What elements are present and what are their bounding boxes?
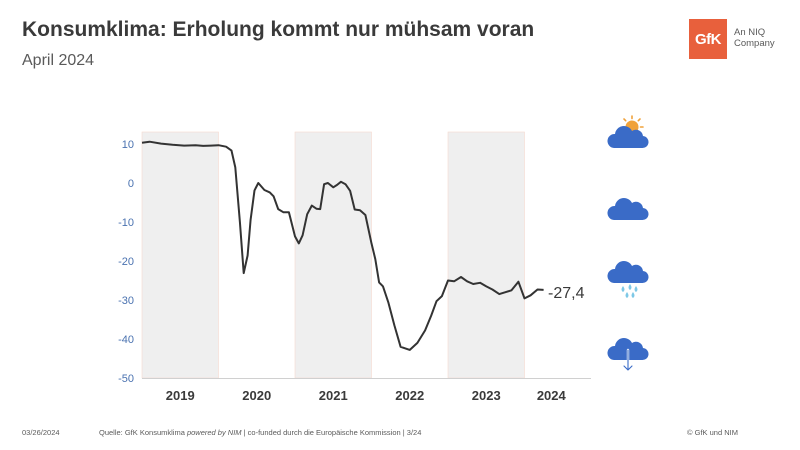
footer-date: 03/26/2024	[22, 428, 60, 437]
y-tick-label: -10	[118, 217, 134, 229]
rain-cloud-icon	[607, 261, 649, 298]
logo-mark: GfK	[695, 30, 722, 48]
y-tick-label: -30	[118, 295, 134, 307]
cloud-icon	[607, 198, 649, 221]
footer-source-italic: powered by NIM	[186, 428, 242, 437]
last-value-label: -27,4	[548, 285, 585, 302]
sun-cloud-icon	[607, 115, 649, 149]
logo-tagline-line2: Company	[734, 38, 775, 49]
footer-copyright: © GfK und NIM	[687, 428, 738, 437]
y-tick-label: -40	[118, 334, 134, 346]
gfk-logo: GfK	[689, 19, 727, 59]
y-tick-labels: 10 0 -10 -20 -30 -40 -50	[118, 139, 134, 385]
logo-tagline: An NIQ Company	[734, 27, 794, 49]
storm-cloud-icon	[607, 338, 649, 372]
x-year-label: 2020	[242, 388, 271, 403]
y-tick-label: -50	[118, 373, 134, 385]
page-title: Konsumklima: Erholung kommt nur mühsam v…	[22, 18, 535, 41]
page-subtitle: April 2024	[22, 52, 95, 69]
shaded-year-0	[141, 131, 219, 379]
footer-source-prefix: Quelle: GfK Konsumklima	[99, 428, 187, 437]
shaded-years	[141, 131, 525, 379]
shaded-year-2	[447, 131, 525, 379]
series-line	[141, 140, 544, 351]
x-year-label: 2023	[472, 388, 501, 403]
x-year-label: 2022	[395, 388, 424, 403]
logo-tagline-line1: An NIQ	[734, 27, 766, 38]
y-tick-label: 0	[128, 178, 134, 190]
footer-source-suffix: | co-funded durch die Europäische Kommis…	[241, 428, 422, 437]
y-tick-label: -20	[118, 256, 134, 268]
shaded-year-1	[294, 131, 372, 379]
y-tick-label: 10	[122, 139, 134, 151]
x-year-label: 2019	[166, 388, 195, 403]
x-year-labels: 2019 2020 2021 2022 2023 2024	[166, 388, 567, 403]
x-year-label: 2024	[537, 388, 567, 403]
footer-source: Quelle: GfK Konsumklima powered by NIM |…	[99, 428, 421, 437]
x-year-label: 2021	[319, 388, 348, 403]
